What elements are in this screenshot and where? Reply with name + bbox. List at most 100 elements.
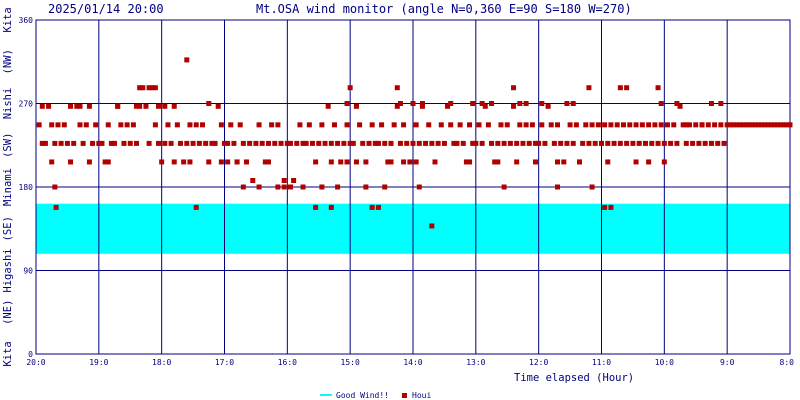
houi-point	[448, 122, 454, 128]
houi-point	[112, 140, 118, 146]
houi-point	[77, 122, 83, 128]
houi-point	[134, 103, 140, 109]
houi-point	[256, 184, 262, 190]
houi-point	[262, 159, 268, 165]
houi-point	[52, 140, 58, 146]
houi-point	[265, 140, 271, 146]
houi-point	[448, 101, 454, 106]
houi-point	[222, 140, 227, 146]
houi-point	[429, 223, 435, 229]
houi-point	[375, 204, 381, 210]
houi-point	[265, 159, 271, 165]
houi-point	[247, 140, 253, 146]
houi-point	[489, 140, 495, 146]
houi-point	[347, 140, 353, 146]
houi-point	[357, 122, 363, 128]
houi-point	[80, 140, 86, 146]
houi-point	[306, 122, 312, 128]
houi-point	[291, 178, 297, 184]
houi-point	[445, 103, 451, 109]
houi-point	[39, 103, 45, 109]
houi-point	[134, 140, 140, 146]
houi-point	[77, 103, 83, 109]
houi-point	[190, 140, 196, 146]
houi-point	[504, 122, 510, 128]
houi-point	[586, 85, 592, 91]
houi-point	[479, 140, 485, 146]
houi-point	[331, 122, 337, 128]
houi-point	[470, 140, 476, 146]
houi-point	[159, 159, 165, 165]
houi-point	[86, 159, 92, 165]
houi-point	[335, 184, 341, 190]
houi-point	[388, 140, 394, 146]
houi-point	[83, 122, 89, 128]
houi-point	[36, 122, 42, 128]
houi-point	[746, 122, 752, 128]
y-axis-label-segment: Kita	[2, 7, 14, 32]
houi-point	[225, 159, 231, 165]
houi-point	[608, 122, 614, 128]
houi-point	[215, 103, 221, 109]
houi-point	[614, 122, 620, 128]
houi-point	[501, 140, 507, 146]
houi-point	[203, 140, 209, 146]
houi-point	[240, 140, 246, 146]
houi-point	[347, 85, 353, 91]
houi-point	[470, 101, 476, 106]
y-axis-label-segment: (NW)	[2, 49, 14, 74]
y-axis-label-segment: Higashi	[2, 248, 14, 292]
houi-point	[193, 204, 199, 210]
x-tick-label: 18:0	[152, 358, 171, 367]
houi-point	[382, 140, 388, 146]
houi-point	[206, 101, 212, 106]
houi-point	[498, 122, 504, 128]
houi-point	[68, 159, 74, 165]
houi-point	[467, 159, 473, 165]
houi-point	[649, 140, 655, 146]
houi-point	[511, 85, 517, 91]
houi-point	[784, 122, 790, 128]
houi-point	[93, 122, 99, 128]
houi-point	[536, 140, 542, 146]
houi-point	[152, 85, 158, 91]
houi-point	[231, 140, 237, 146]
houi-point	[727, 122, 733, 128]
houi-point	[721, 140, 727, 146]
houi-point	[774, 122, 780, 128]
houi-point	[617, 140, 623, 146]
houi-point	[225, 140, 231, 146]
houi-point	[564, 140, 570, 146]
houi-point	[617, 85, 623, 91]
houi-point	[303, 140, 309, 146]
houi-point	[187, 159, 193, 165]
houi-point	[586, 140, 592, 146]
houi-point	[577, 159, 583, 165]
houi-point	[146, 140, 152, 146]
houi-point	[275, 122, 281, 128]
houi-point	[589, 122, 595, 128]
houi-point	[655, 85, 661, 91]
houi-point	[495, 140, 501, 146]
houi-point	[385, 159, 391, 165]
houi-point	[284, 140, 290, 146]
houi-point	[426, 122, 432, 128]
houi-point	[514, 159, 520, 165]
houi-point	[630, 140, 636, 146]
y-axis-label: Kita (NE) Higashi (SE) Minami (SW) Nishi (NW) Ki…	[2, 7, 14, 366]
x-tick-label: 9:0	[720, 358, 735, 367]
houi-point	[281, 184, 287, 190]
houi-point	[243, 159, 249, 165]
houi-point	[419, 101, 425, 106]
houi-point	[350, 140, 356, 146]
houi-point	[366, 140, 372, 146]
plot-frame	[35, 19, 791, 355]
houi-point	[294, 140, 300, 146]
houi-point	[759, 122, 765, 128]
houi-point	[708, 140, 714, 146]
houi-series	[36, 57, 793, 229]
houi-point	[52, 184, 58, 190]
houi-point	[388, 159, 394, 165]
x-axis-label: Time elapsed (Hour)	[514, 372, 634, 384]
houi-point	[99, 140, 105, 146]
